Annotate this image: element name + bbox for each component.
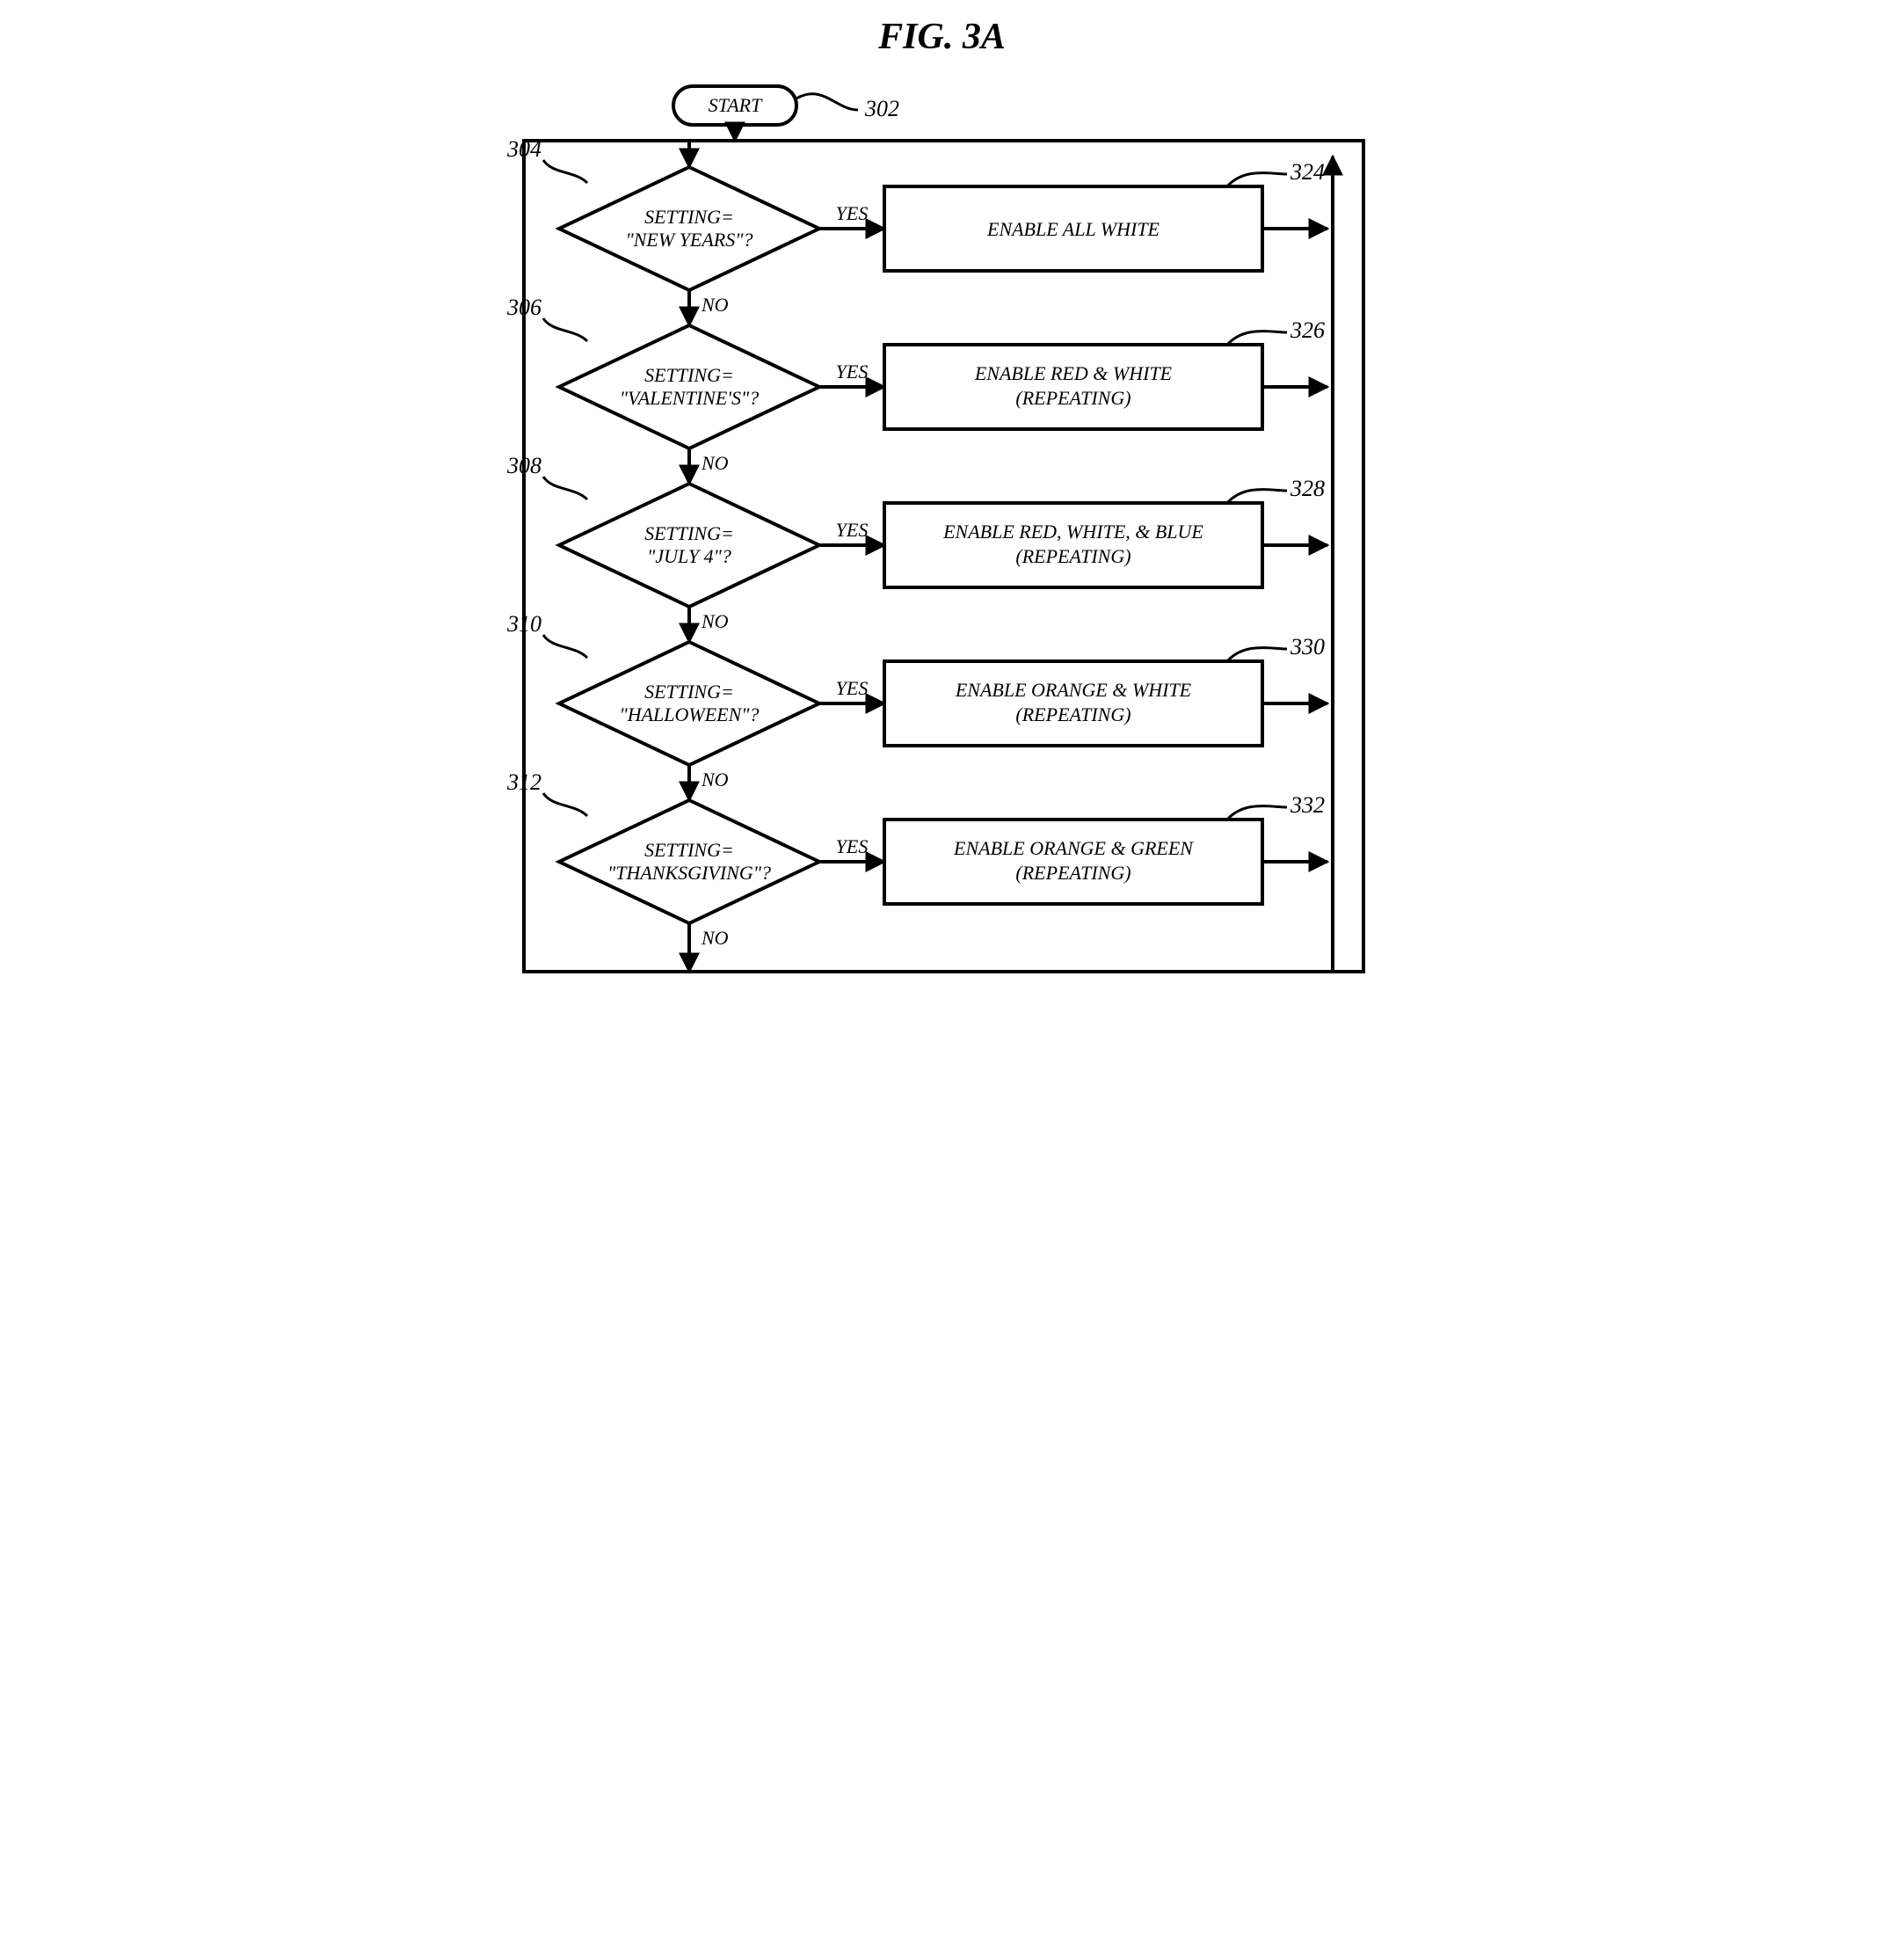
decision-ref-leader [543,318,587,341]
action-ref-leader [1227,806,1287,820]
start-ref-leader [796,94,858,110]
decision-text-line1: SETTING= [644,681,734,703]
action-ref-leader [1227,173,1287,186]
action-ref: 328 [1290,476,1325,501]
action-ref: 330 [1290,634,1325,659]
yes-label: YES [835,202,868,224]
decision-text-line2: "THANKSGIVING"? [607,862,771,884]
decision-ref: 306 [506,295,542,320]
action-ref: 326 [1290,317,1325,343]
action-text-line2: (REPEATING) [1015,703,1131,725]
decision-ref: 308 [506,453,542,478]
decision-text-line2: "NEW YEARS"? [625,229,752,251]
yes-label: YES [835,519,868,541]
decision-text-line1: SETTING= [644,364,734,386]
action-text-line1: ENABLE ORANGE & WHITE [954,679,1191,701]
decision-ref-leader [543,477,587,499]
no-label: NO [701,610,729,632]
yes-label: YES [835,677,868,699]
decision-text-line2: "JULY 4"? [647,545,731,567]
action-text-line1: ENABLE ALL WHITE [986,218,1160,240]
action-ref-leader [1227,490,1287,503]
start-label: START [708,94,762,116]
action-ref: 324 [1290,159,1325,185]
yes-label: YES [835,835,868,857]
decision-text-line1: SETTING= [644,206,734,228]
action-text-line1: ENABLE ORANGE & GREEN [953,837,1194,859]
decision-text-line2: "HALLOWEEN"? [619,703,759,725]
no-label: NO [701,294,729,316]
no-label: NO [701,927,729,949]
action-text-line2: (REPEATING) [1015,862,1131,884]
decision-ref-leader [543,160,587,183]
action-ref: 332 [1290,792,1325,818]
decision-ref-leader [543,635,587,658]
decision-ref: 304 [506,136,542,162]
yes-label: YES [835,361,868,383]
no-label: NO [701,452,729,474]
decision-ref: 312 [506,769,542,795]
action-text-line1: ENABLE RED, WHITE, & BLUE [942,521,1203,543]
start-ref: 302 [864,96,899,121]
action-ref-leader [1227,648,1287,661]
decision-ref: 310 [506,611,542,637]
decision-text-line1: SETTING= [644,839,734,861]
decision-text-line2: "VALENTINE'S"? [619,387,758,409]
action-text-line2: (REPEATING) [1015,545,1131,567]
flowchart-figure: FIG. 3ASTART302SETTING="NEW YEARS"?304YE… [471,0,1413,980]
action-text-line1: ENABLE RED & WHITE [973,362,1172,384]
action-text-line2: (REPEATING) [1015,387,1131,409]
no-label: NO [701,769,729,791]
decision-text-line1: SETTING= [644,522,734,544]
figure-title: FIG. 3A [877,17,1006,57]
decision-ref-leader [543,793,587,816]
action-ref-leader [1227,332,1287,345]
